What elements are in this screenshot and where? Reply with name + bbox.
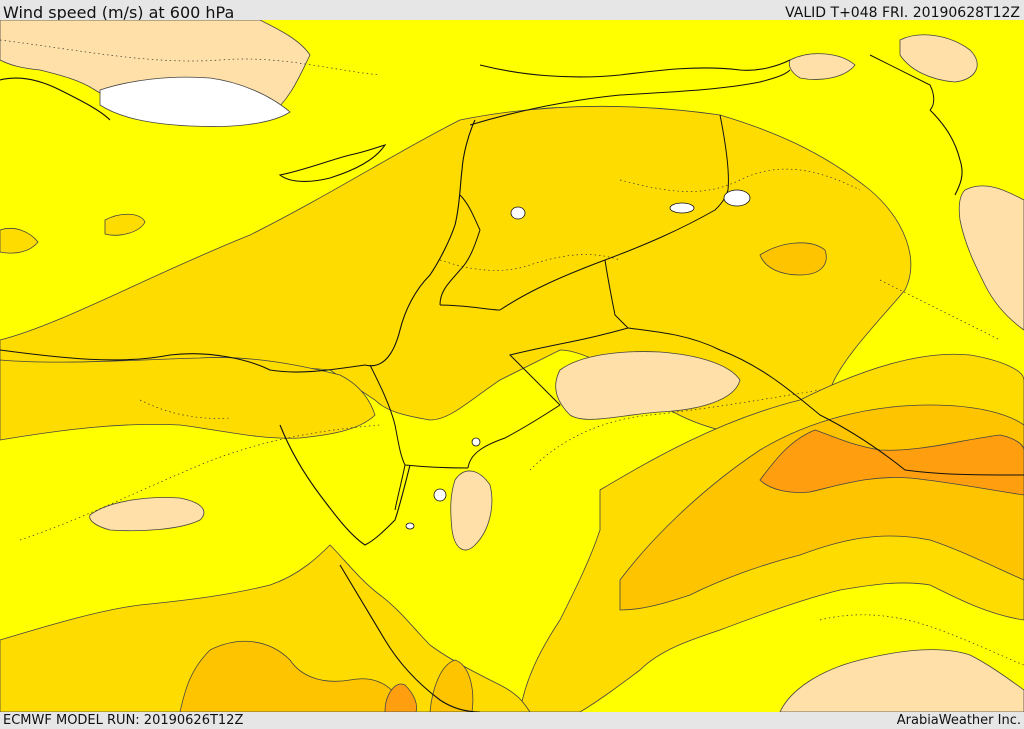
- map-title: Wind speed (m/s) at 600 hPa: [3, 3, 235, 22]
- orange-patch-south: [384, 683, 417, 712]
- map-header: Wind speed (m/s) at 600 hPa VALID T+048 …: [0, 0, 1024, 22]
- orange-band-core: [759, 429, 1024, 496]
- national-borders: [369, 54, 1024, 511]
- light-band-sinai: [450, 470, 493, 551]
- wind-speed-map[interactable]: [0, 20, 1024, 712]
- amber-band-south-west: [179, 640, 406, 712]
- coastlines: [0, 59, 963, 712]
- gold-patch-iraq: [759, 242, 827, 276]
- model-run-label: ECMWF MODEL RUN: 20190626T12Z: [3, 713, 244, 728]
- light-band-armenia: [788, 53, 856, 80]
- internal-boundaries: [0, 39, 1024, 666]
- amber-patch-red-sea: [429, 659, 474, 712]
- valid-time-label: VALID T+048 FRI. 20190628T12Z: [785, 5, 1020, 21]
- light-band-north-east: [899, 34, 978, 83]
- gold-patch-mediterranean: [0, 227, 39, 254]
- light-band-south-east: [779, 649, 1024, 712]
- light-band-iraq-desert: [555, 351, 741, 420]
- white-band-turkey: [99, 76, 291, 127]
- light-band-iran: [958, 185, 1024, 331]
- credit-label: ArabiaWeather Inc.: [896, 713, 1021, 728]
- gold-band-south-west: [0, 544, 531, 712]
- map-footer: ECMWF MODEL RUN: 20190626T12Z ArabiaWeat…: [0, 712, 1024, 729]
- light-band-egypt: [89, 497, 205, 532]
- water-bodies: [405, 189, 751, 530]
- gold-band-west: [0, 357, 376, 441]
- gold-patch-cyprus-west: [104, 213, 146, 236]
